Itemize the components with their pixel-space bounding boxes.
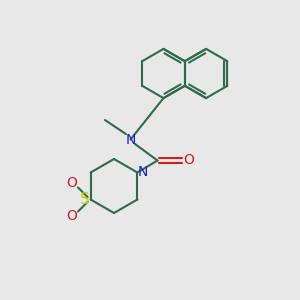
Text: N: N xyxy=(125,133,136,146)
Text: O: O xyxy=(67,176,77,190)
Text: N: N xyxy=(138,166,148,179)
Text: O: O xyxy=(183,154,194,167)
Text: S: S xyxy=(80,192,90,207)
Text: O: O xyxy=(67,209,77,223)
